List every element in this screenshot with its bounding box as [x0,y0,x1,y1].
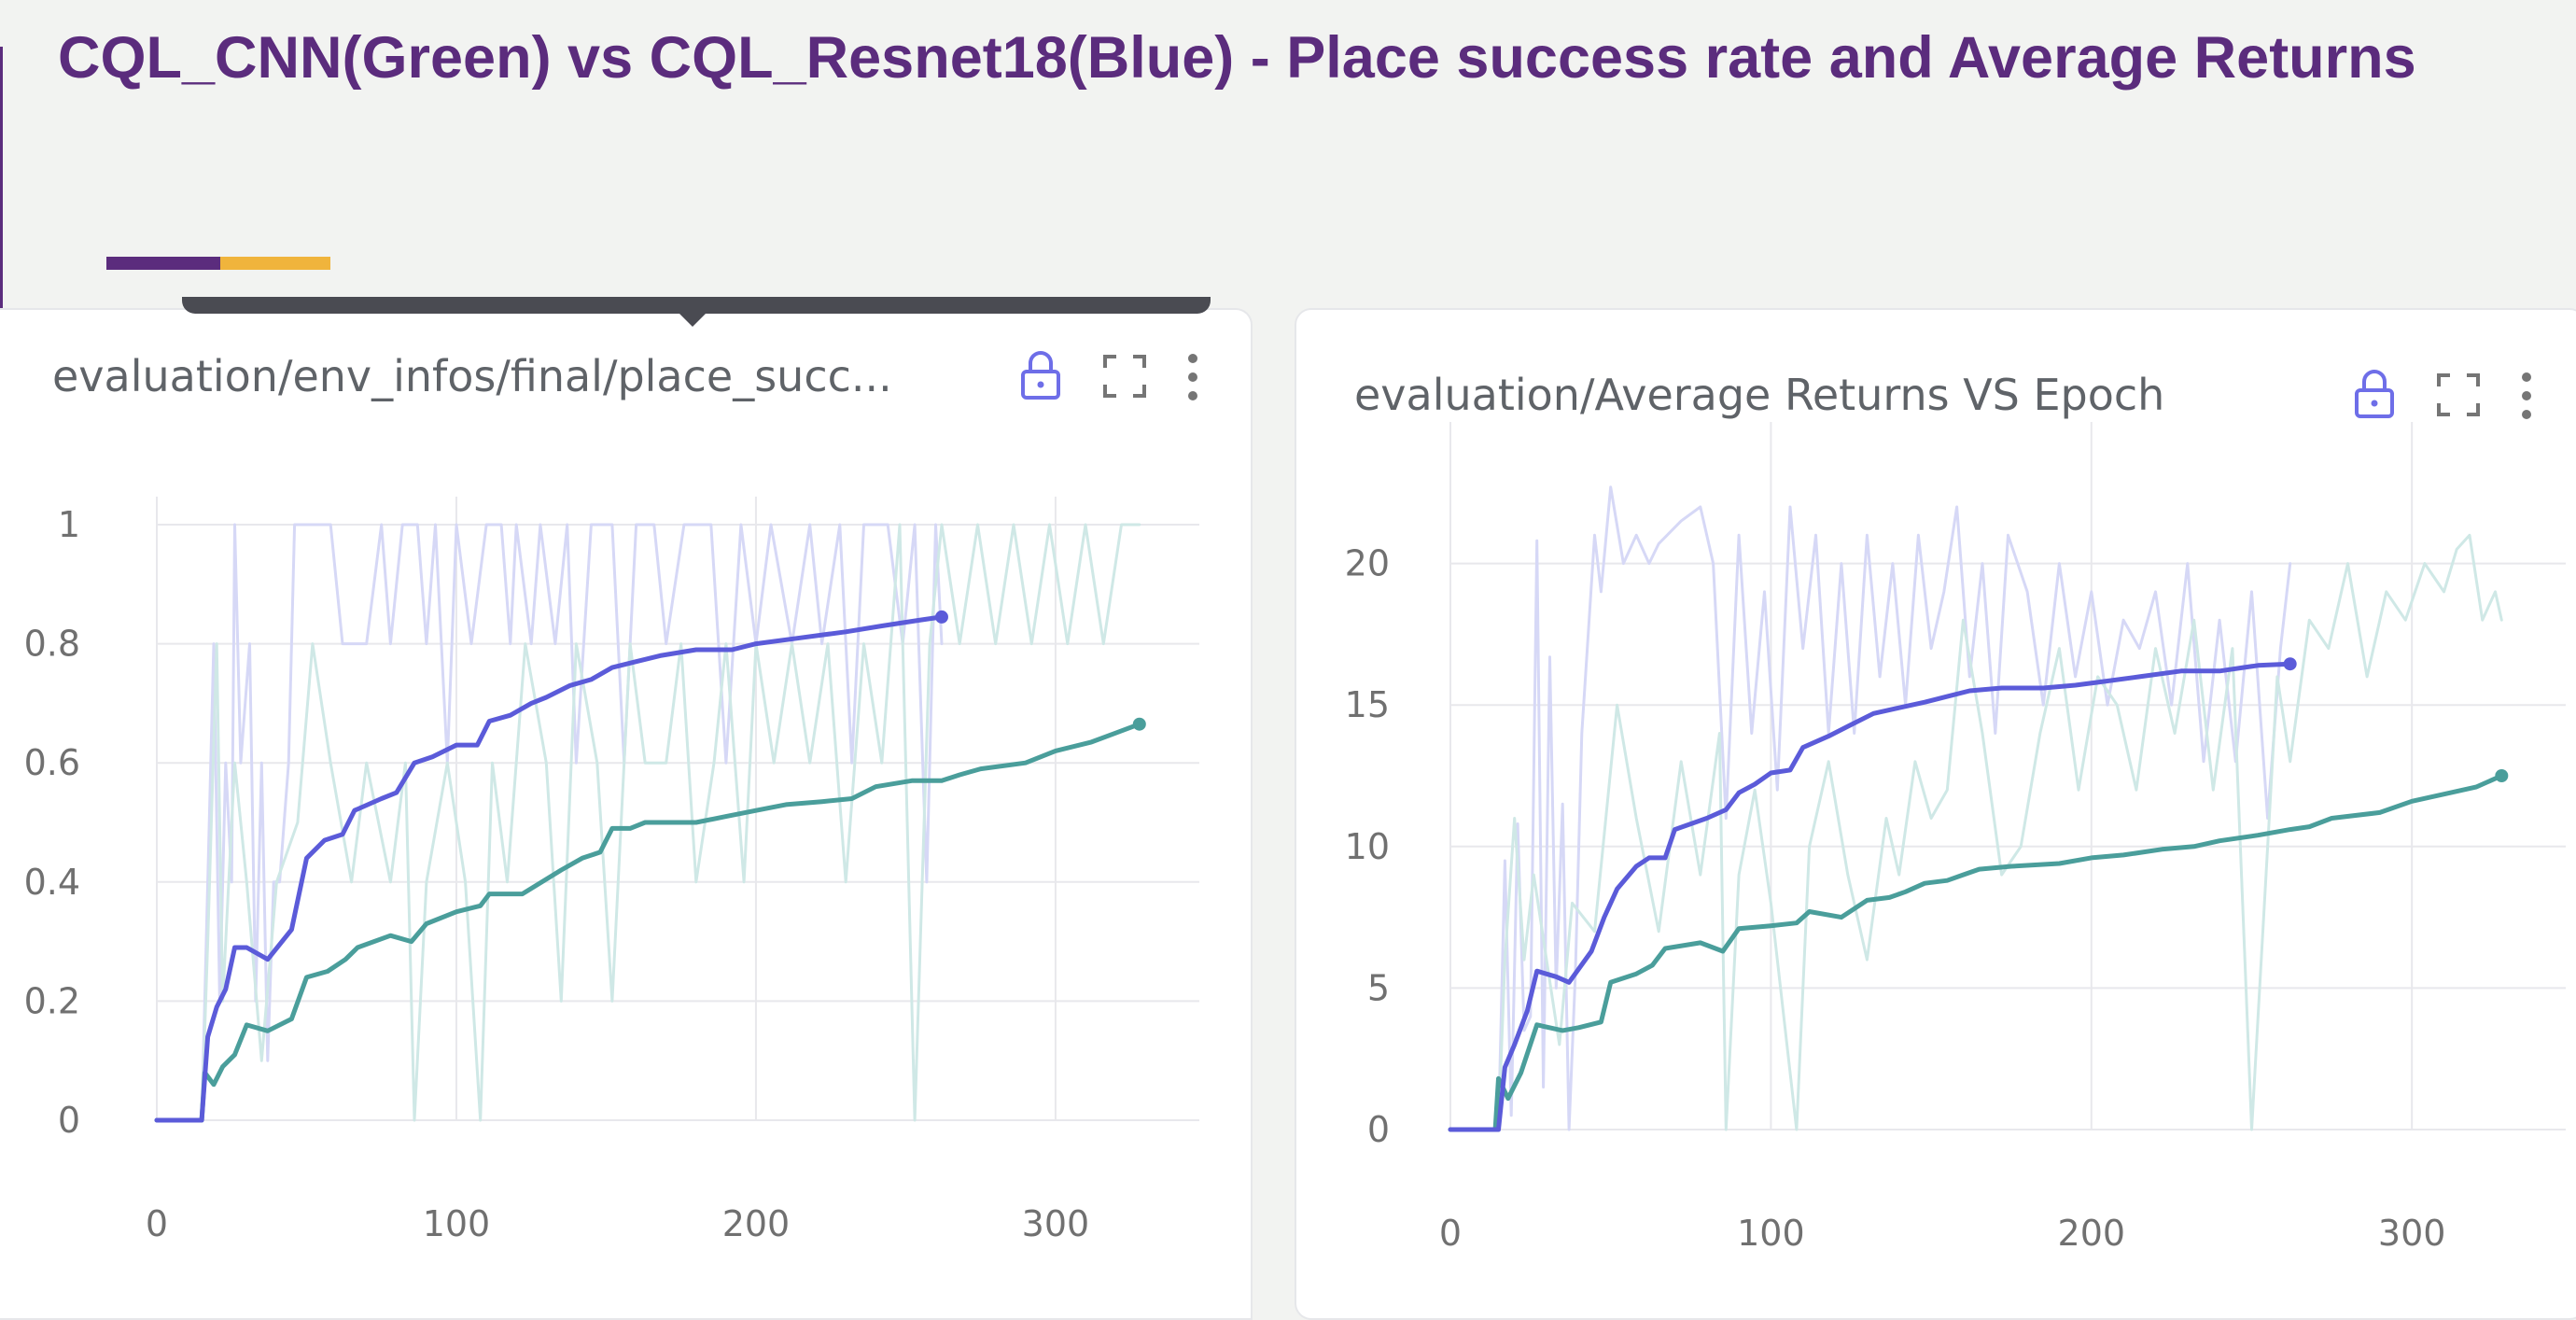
chart-title: evaluation/Average Returns VS Epoch [1354,370,2165,420]
tooltip-strip [182,297,1211,314]
fullscreen-icon[interactable] [2435,372,2482,418]
y-tick-label: 10 [1345,826,1390,867]
chart-card-average-returns: evaluation/Average Returns VS Epoch 0 5 10… [1295,308,2576,1320]
x-tick-label: 200 [722,1203,791,1244]
x-tick-label: 300 [2378,1213,2446,1254]
chart-title: evaluation/env_infos/final/place_succ... [52,351,892,401]
y-tick-label: 0 [58,1100,80,1141]
raw-series-line [1449,533,2503,1131]
raw-series-line [1449,485,2292,1131]
y-tick-label: 1 [58,504,80,545]
title-accent-gold [220,257,330,270]
series-endpoint [1132,717,1146,731]
y-tick-label: 20 [1345,543,1390,584]
y-tick-label: 5 [1367,967,1390,1008]
series-endpoint [934,610,948,624]
smoothed-series-line [154,722,1142,1123]
smoothed-series-line [154,614,945,1123]
title-accent-purple [106,257,220,270]
more-vert-icon[interactable] [2519,370,2534,422]
y-tick-label: 0 [1367,1109,1390,1150]
series-endpoint [2495,769,2509,782]
more-vert-icon[interactable] [1185,351,1200,403]
y-tick-label: 0.8 [24,624,80,665]
smoothed-series-line [1448,773,2504,1132]
series-endpoint [2283,657,2297,671]
y-tick-label: 0.4 [24,862,80,903]
x-tick-label: 0 [146,1203,168,1244]
x-tick-label: 100 [423,1203,491,1244]
lock-icon[interactable] [1019,349,1062,401]
x-tick-label: 300 [1022,1203,1090,1244]
tooltip-caret [678,312,707,327]
smoothed-series-line [1448,661,2293,1132]
y-tick-label: 15 [1345,684,1390,725]
y-tick-label: 0.2 [24,980,80,1021]
raw-series-line [155,523,1141,1122]
chart-card-place-success: evaluation/env_infos/final/place_succ...… [0,308,1253,1320]
x-tick-label: 100 [1737,1213,1805,1254]
slide-title: CQL_CNN(Green) vs CQL_Resnet18(Blue) - P… [58,25,2416,91]
lock-icon[interactable] [2353,368,2396,420]
raw-series-line [155,523,944,1122]
place-success-plot: 0 0.2 0.4 0.6 0.8 1 0 100 200 300 [24,497,1199,1244]
y-tick-label: 0.6 [24,742,80,783]
x-tick-label: 0 [1439,1213,1462,1254]
fullscreen-icon[interactable] [1101,353,1148,400]
x-tick-label: 200 [2058,1213,2126,1254]
